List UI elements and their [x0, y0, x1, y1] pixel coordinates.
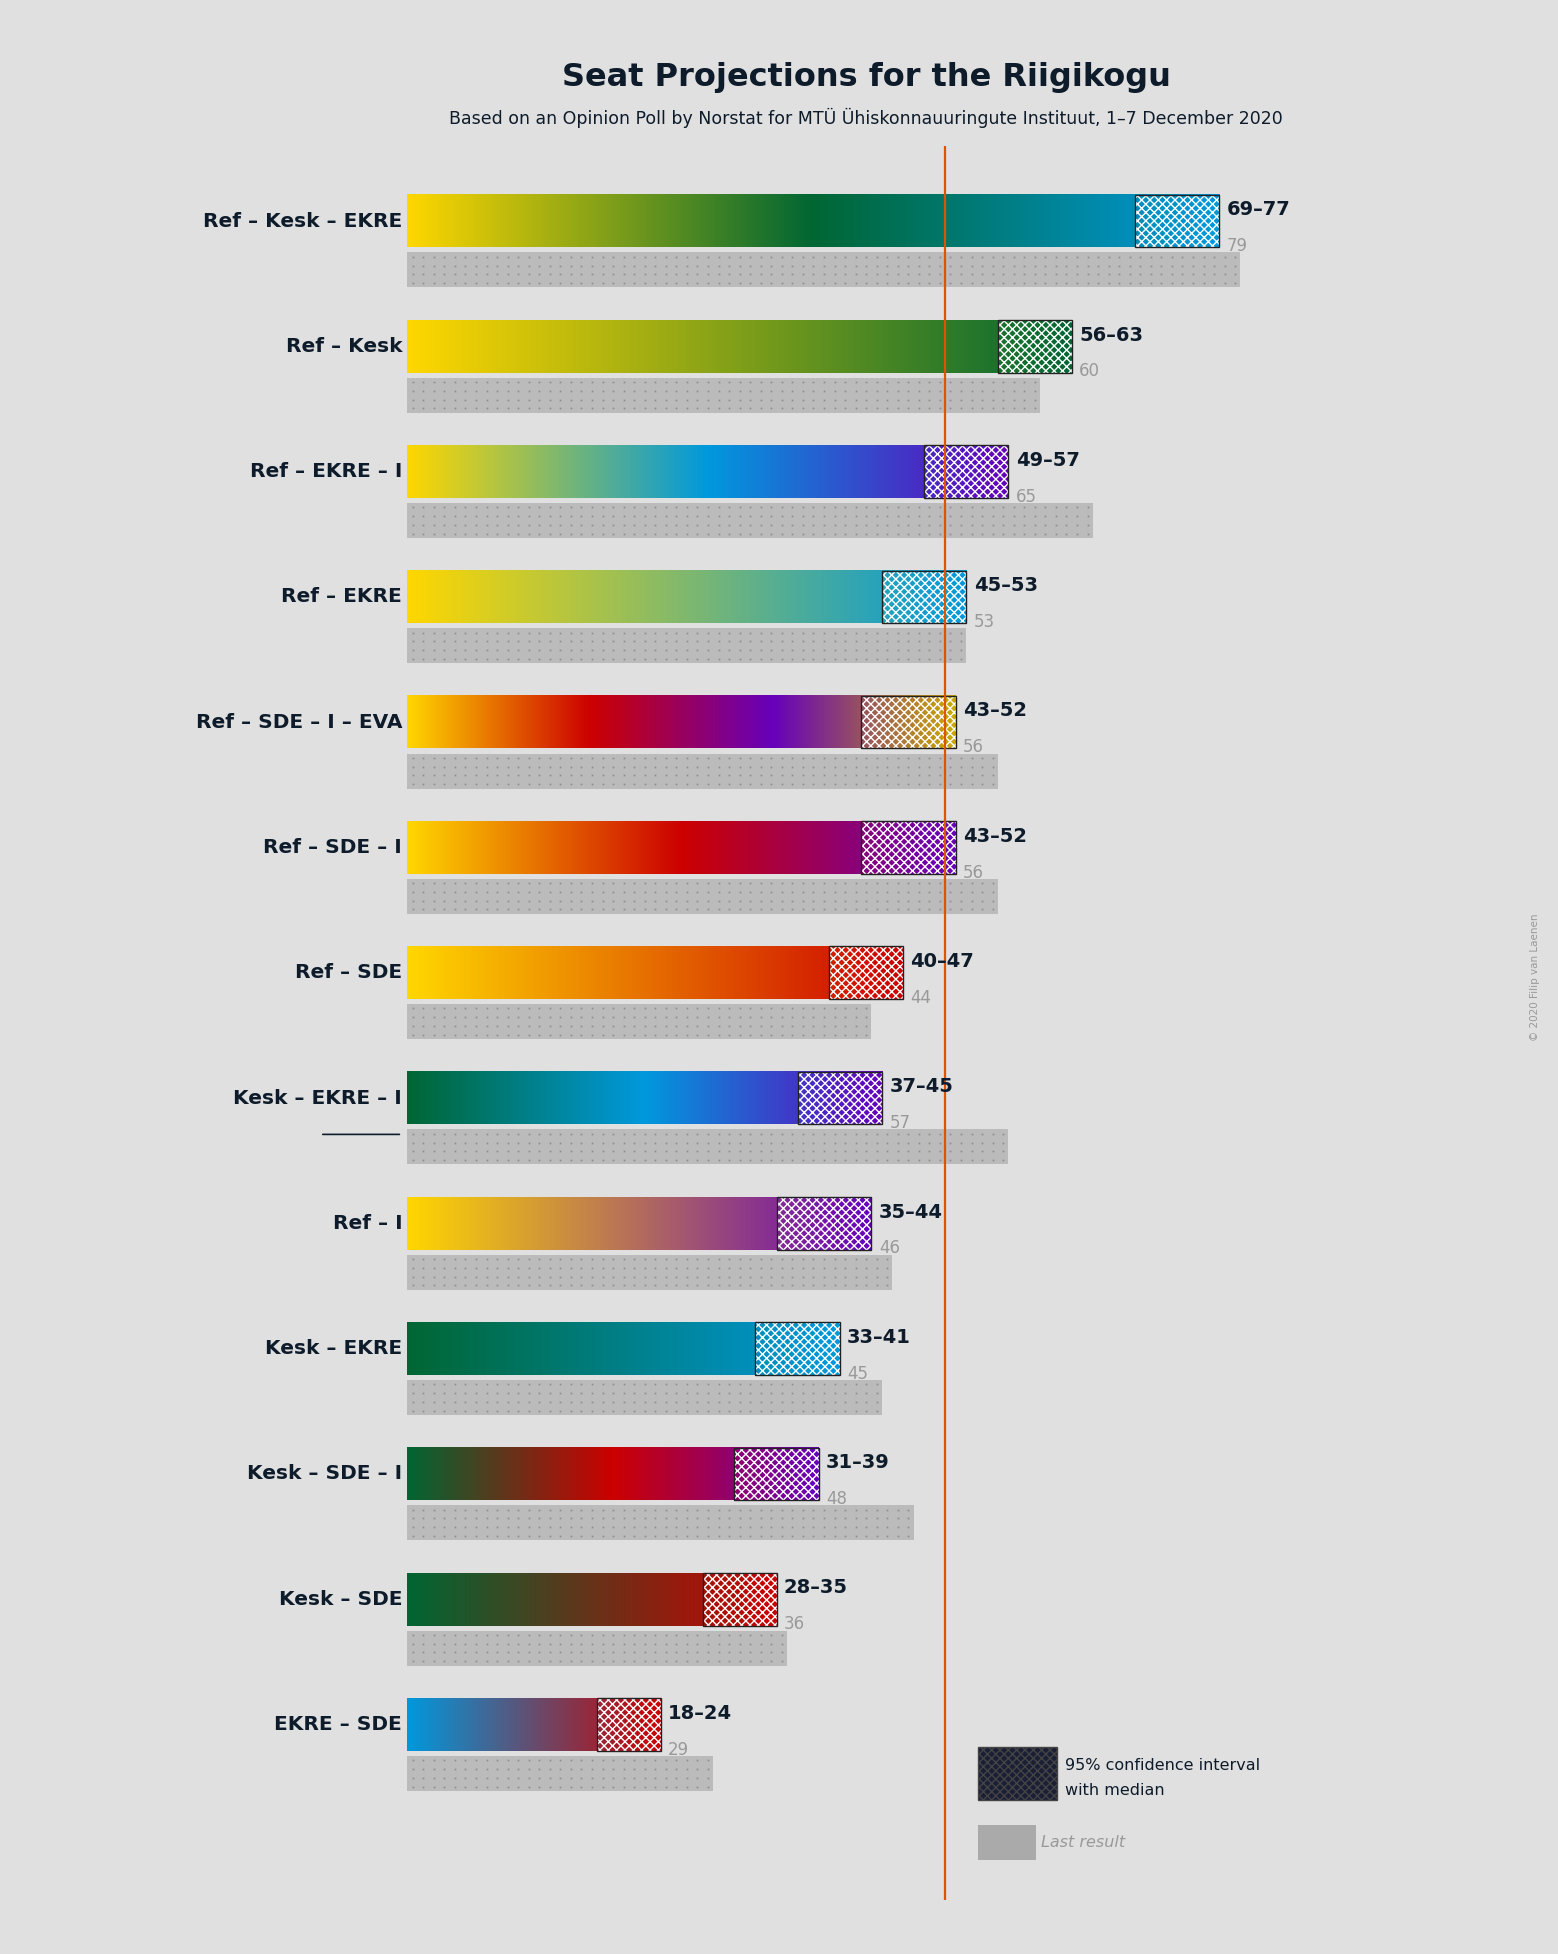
Bar — [798, 1071, 882, 1124]
Text: Kesk – SDE: Kesk – SDE — [279, 1591, 402, 1608]
Text: 45–53: 45–53 — [974, 576, 1038, 596]
Bar — [703, 1573, 776, 1626]
Bar — [408, 1505, 913, 1540]
Bar — [408, 377, 1041, 412]
Text: 56: 56 — [963, 739, 985, 756]
Text: 69–77: 69–77 — [1226, 199, 1290, 219]
Text: 60: 60 — [1080, 361, 1100, 381]
Text: 79: 79 — [1226, 236, 1248, 256]
Bar — [776, 1198, 871, 1251]
Text: 29: 29 — [668, 1741, 689, 1759]
Text: 18–24: 18–24 — [668, 1704, 732, 1723]
Text: © 2020 Filip van Laenen: © 2020 Filip van Laenen — [1530, 913, 1539, 1041]
Text: 43–52: 43–52 — [963, 827, 1027, 846]
Bar — [597, 1698, 661, 1751]
Text: 33–41: 33–41 — [848, 1329, 911, 1346]
Text: 36: 36 — [784, 1616, 805, 1634]
Bar — [1136, 195, 1220, 248]
Text: 45: 45 — [848, 1364, 868, 1383]
Bar — [999, 320, 1072, 373]
Bar — [703, 1573, 776, 1626]
Bar — [734, 1448, 818, 1501]
Text: 56–63: 56–63 — [1080, 326, 1144, 344]
Text: 43–52: 43–52 — [963, 701, 1027, 721]
Bar — [597, 1698, 661, 1751]
Bar — [408, 1630, 787, 1665]
Text: 48: 48 — [826, 1491, 848, 1508]
Text: 44: 44 — [910, 989, 932, 1006]
Bar — [798, 1071, 882, 1124]
Text: 95% confidence interval: 95% confidence interval — [1064, 1759, 1260, 1772]
Bar — [408, 502, 1092, 537]
Bar — [408, 1380, 882, 1415]
Bar — [408, 1254, 893, 1290]
Bar — [776, 1198, 871, 1251]
Text: Seat Projections for the Riigikogu: Seat Projections for the Riigikogu — [561, 63, 1170, 94]
Bar — [408, 1757, 714, 1792]
Bar — [978, 1825, 1036, 1860]
Bar — [862, 821, 955, 873]
Text: 28–35: 28–35 — [784, 1579, 848, 1598]
Text: Kesk – EKRE – I: Kesk – EKRE – I — [234, 1088, 402, 1108]
Bar — [408, 629, 966, 662]
Bar — [999, 320, 1072, 373]
Bar — [882, 571, 966, 623]
Text: Ref – I: Ref – I — [332, 1213, 402, 1233]
Bar — [924, 446, 1008, 498]
Bar — [862, 821, 955, 873]
Text: 40–47: 40–47 — [910, 952, 974, 971]
Text: Based on an Opinion Poll by Norstat for MTÜ Ühiskonnauuringute Instituut, 1–7 De: Based on an Opinion Poll by Norstat for … — [449, 107, 1284, 129]
Text: Ref – Kesk: Ref – Kesk — [285, 336, 402, 356]
Text: 46: 46 — [879, 1239, 901, 1258]
Text: 31–39: 31–39 — [826, 1454, 890, 1471]
Bar — [408, 1004, 871, 1040]
Text: 49–57: 49–57 — [1016, 451, 1080, 469]
Text: Ref – Kesk – EKRE: Ref – Kesk – EKRE — [203, 211, 402, 231]
Bar — [829, 946, 904, 998]
Text: 56: 56 — [963, 864, 985, 881]
Text: Last result: Last result — [1041, 1835, 1125, 1850]
Bar — [408, 1129, 1008, 1165]
Bar — [924, 446, 1008, 498]
Text: 35–44: 35–44 — [879, 1202, 943, 1221]
Text: 37–45: 37–45 — [890, 1077, 953, 1096]
Text: 65: 65 — [1016, 488, 1038, 506]
Text: Kesk – EKRE: Kesk – EKRE — [265, 1338, 402, 1358]
Bar — [408, 252, 1240, 287]
Bar — [862, 696, 955, 748]
Text: Kesk – SDE – I: Kesk – SDE – I — [248, 1464, 402, 1483]
Bar — [1136, 195, 1220, 248]
Text: with median: with median — [1064, 1782, 1164, 1798]
Bar — [734, 1448, 818, 1501]
Text: Ref – SDE: Ref – SDE — [294, 963, 402, 983]
Text: EKRE – SDE: EKRE – SDE — [274, 1716, 402, 1733]
Bar — [978, 1747, 1058, 1800]
Bar — [829, 946, 904, 998]
Text: 53: 53 — [974, 614, 996, 631]
Bar — [882, 571, 966, 623]
Text: 57: 57 — [890, 1114, 910, 1131]
Text: Ref – SDE – I – EVA: Ref – SDE – I – EVA — [196, 713, 402, 731]
Text: Ref – EKRE: Ref – EKRE — [282, 588, 402, 606]
Text: Ref – SDE – I: Ref – SDE – I — [263, 838, 402, 858]
Bar — [408, 754, 999, 789]
Bar — [756, 1323, 840, 1376]
Text: Ref – EKRE – I: Ref – EKRE – I — [249, 461, 402, 481]
Bar — [862, 696, 955, 748]
Bar — [756, 1323, 840, 1376]
Bar — [408, 879, 999, 914]
